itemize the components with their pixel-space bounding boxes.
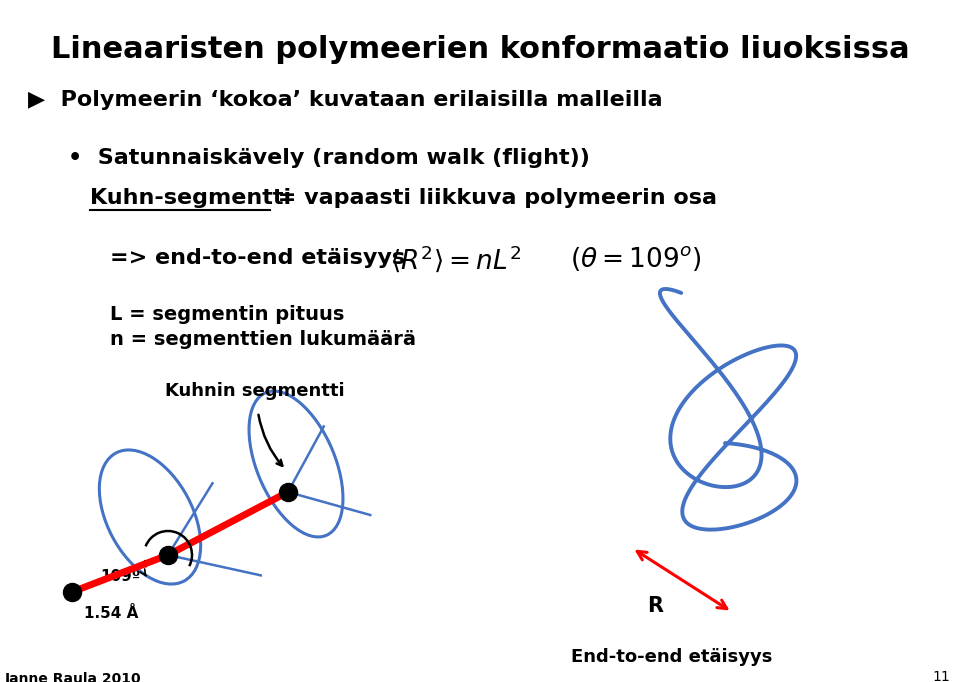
Text: Kuhn-segmentti: Kuhn-segmentti bbox=[90, 188, 291, 208]
Text: 109º: 109º bbox=[100, 569, 140, 584]
Text: ▶  Polymeerin ‘kokoa’ kuvataan erilaisilla malleilla: ▶ Polymeerin ‘kokoa’ kuvataan erilaisill… bbox=[28, 90, 662, 110]
Text: $(\theta = 109^o)$: $(\theta = 109^o)$ bbox=[570, 244, 702, 273]
Text: = vapaasti liikkuva polymeerin osa: = vapaasti liikkuva polymeerin osa bbox=[270, 188, 717, 208]
Text: Janne Raula 2010: Janne Raula 2010 bbox=[5, 672, 142, 682]
Text: •  Satunnaiskävely (random walk (flight)): • Satunnaiskävely (random walk (flight)) bbox=[68, 148, 589, 168]
Text: End-to-end etäisyys: End-to-end etäisyys bbox=[571, 648, 773, 666]
Text: L = segmentin pituus: L = segmentin pituus bbox=[110, 305, 345, 324]
Text: Kuhnin segmentti: Kuhnin segmentti bbox=[165, 382, 345, 400]
Text: Lineaaristen polymeerien konformaatio liuoksissa: Lineaaristen polymeerien konformaatio li… bbox=[51, 35, 909, 64]
Text: R: R bbox=[647, 596, 663, 616]
Text: n = segmenttien lukumäärä: n = segmenttien lukumäärä bbox=[110, 330, 416, 349]
Text: $\langle R^2 \rangle = nL^2$: $\langle R^2 \rangle = nL^2$ bbox=[390, 244, 521, 275]
Text: 11: 11 bbox=[932, 670, 950, 682]
Text: => end-to-end etäisyys: => end-to-end etäisyys bbox=[110, 248, 405, 268]
Text: 1.54 Å: 1.54 Å bbox=[84, 606, 138, 621]
